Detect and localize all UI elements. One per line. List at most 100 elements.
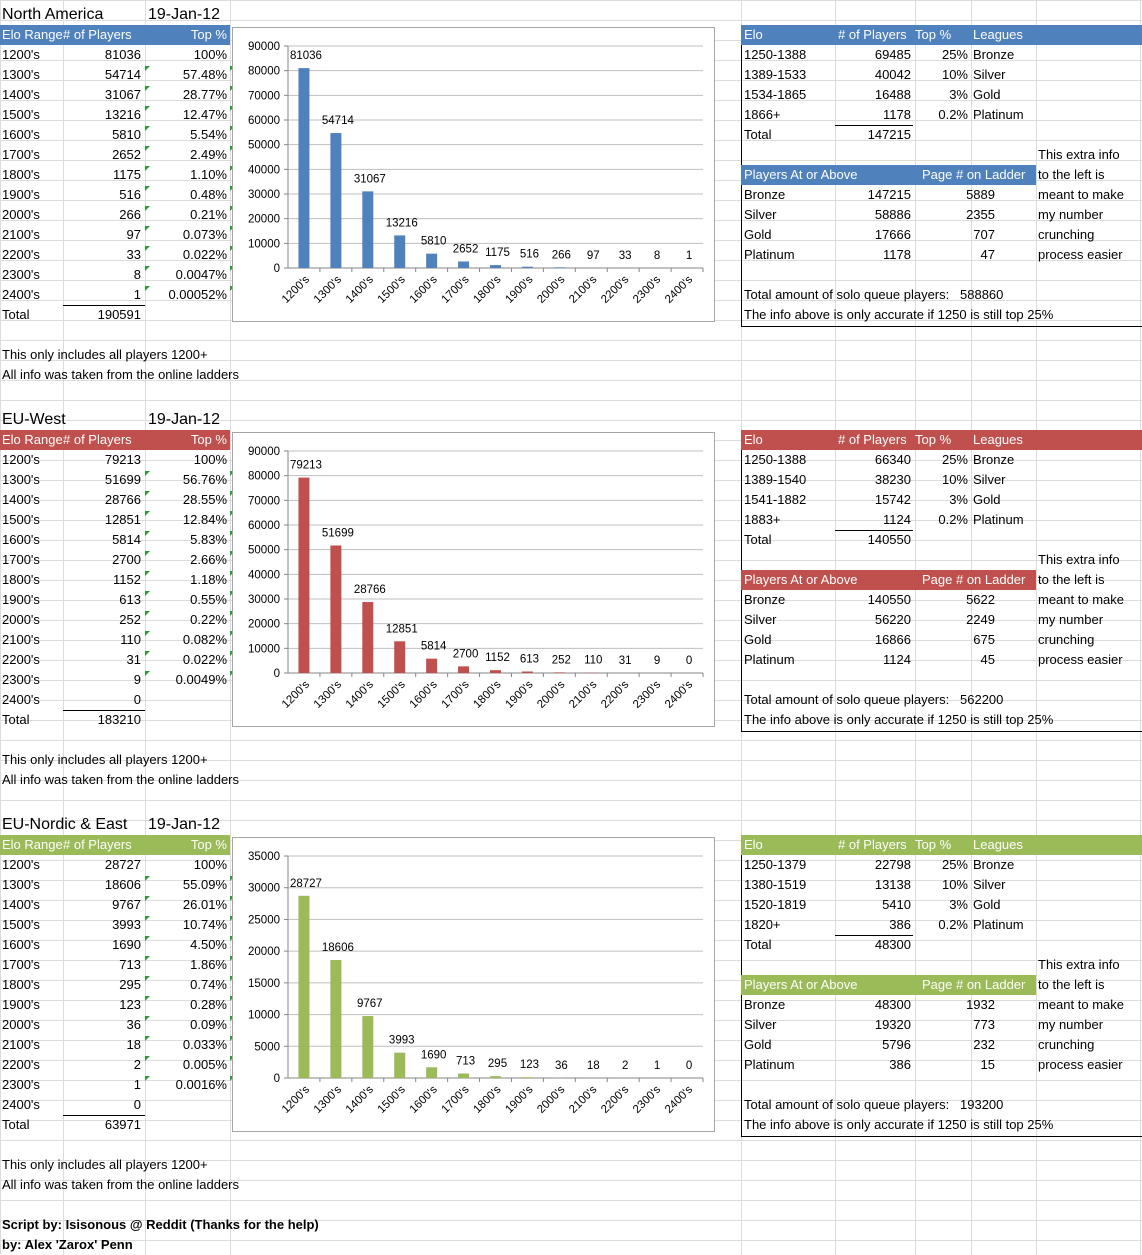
league-elo-cell[interactable]: 1250-1388 [744, 47, 807, 62]
ladder-players-cell[interactable]: 56220 [874, 612, 911, 627]
ladder-page-cell[interactable]: 15 [980, 1057, 995, 1072]
player-count-cell[interactable]: 2652 [112, 147, 141, 162]
top-percent-cell[interactable]: 100% [193, 47, 227, 62]
player-count-cell[interactable]: 51699 [104, 472, 141, 487]
league-elo-cell[interactable]: 1883+ [744, 512, 781, 527]
league-players-cell[interactable]: 40042 [874, 67, 911, 82]
elo-range-cell[interactable]: 2000's [2, 612, 40, 627]
elo-range-cell[interactable]: 1400's [2, 87, 40, 102]
league-name-cell[interactable]: Bronze [973, 47, 1015, 62]
league-players-cell[interactable]: 38230 [874, 472, 911, 487]
player-count-cell[interactable]: 516 [119, 187, 141, 202]
player-count-cell[interactable]: 13216 [104, 107, 141, 122]
player-count-cell[interactable]: 3993 [112, 917, 141, 932]
top-percent-cell[interactable]: 55.09% [182, 877, 227, 892]
total-value[interactable]: 63971 [104, 1117, 141, 1132]
ladder-players-cell[interactable]: 5796 [882, 1037, 911, 1052]
ladder-league-cell[interactable]: Platinum [744, 652, 795, 667]
elo-range-cell[interactable]: 2100's [2, 1037, 40, 1052]
elo-range-cell[interactable]: 1500's [2, 512, 40, 527]
elo-range-cell[interactable]: 1900's [2, 592, 40, 607]
league-name-cell[interactable]: Platinum [973, 512, 1024, 527]
ladder-league-cell[interactable]: Platinum [744, 1057, 795, 1072]
league-players-cell[interactable]: 69485 [874, 47, 911, 62]
ladder-players-cell[interactable]: 48300 [874, 997, 911, 1012]
player-count-cell[interactable]: 8 [133, 267, 141, 282]
total-value[interactable]: 190591 [97, 307, 141, 322]
elo-range-cell[interactable]: 2200's [2, 247, 40, 262]
top-percent-cell[interactable]: 57.48% [182, 67, 227, 82]
top-percent-cell[interactable]: 5.83% [190, 532, 227, 547]
ladder-league-cell[interactable]: Gold [744, 1037, 772, 1052]
league-top-cell[interactable]: 0.2% [938, 107, 968, 122]
top-percent-cell[interactable]: 2.66% [190, 552, 227, 567]
player-count-cell[interactable]: 12851 [104, 512, 141, 527]
top-percent-cell[interactable]: 28.55% [182, 492, 227, 507]
league-name-cell[interactable]: Gold [973, 87, 1001, 102]
elo-range-cell[interactable]: 1700's [2, 147, 40, 162]
top-percent-cell[interactable]: 0.0016% [175, 1077, 227, 1092]
elo-range-cell[interactable]: 2000's [2, 207, 40, 222]
top-percent-cell[interactable]: 0.073% [182, 227, 227, 242]
league-name-cell[interactable]: Silver [973, 67, 1006, 82]
top-percent-cell[interactable]: 0.55% [190, 592, 227, 607]
top-percent-cell[interactable]: 1.10% [190, 167, 227, 182]
ladder-league-cell[interactable]: Silver [744, 612, 777, 627]
league-elo-cell[interactable]: 1389-1533 [744, 67, 807, 82]
solo-queue-value[interactable]: 588860 [960, 287, 1004, 302]
league-elo-cell[interactable]: 1380-1519 [744, 877, 807, 892]
top-percent-cell[interactable]: 1.18% [190, 572, 227, 587]
ladder-players-cell[interactable]: 19320 [874, 1017, 911, 1032]
elo-range-cell[interactable]: 1200's [2, 452, 40, 467]
league-players-cell[interactable]: 1178 [883, 107, 911, 122]
ladder-players-cell[interactable]: 16866 [874, 632, 911, 647]
top-percent-cell[interactable]: 0.28% [190, 997, 227, 1012]
ladder-page-cell[interactable]: 707 [973, 227, 995, 242]
elo-range-cell[interactable]: 1800's [2, 167, 40, 182]
elo-range-cell[interactable]: 2400's [2, 287, 40, 302]
league-elo-cell[interactable]: 1250-1388 [744, 452, 807, 467]
player-count-cell[interactable]: 1 [133, 287, 141, 302]
player-count-cell[interactable]: 36 [126, 1017, 141, 1032]
elo-range-cell[interactable]: 1300's [2, 472, 40, 487]
ladder-league-cell[interactable]: Silver [744, 207, 777, 222]
league-top-cell[interactable]: 3% [949, 87, 968, 102]
solo-queue-value[interactable]: 193200 [960, 1097, 1004, 1112]
top-percent-cell[interactable]: 0.74% [190, 977, 227, 992]
ladder-page-cell[interactable]: 232 [973, 1037, 995, 1052]
player-count-cell[interactable]: 123 [119, 997, 141, 1012]
top-percent-cell[interactable]: 0.09% [190, 1017, 227, 1032]
league-total-value[interactable]: 147215 [867, 127, 911, 142]
player-count-cell[interactable]: 28766 [104, 492, 141, 507]
ladder-players-cell[interactable]: 386 [889, 1057, 911, 1072]
league-top-cell[interactable]: 10% [941, 67, 968, 82]
player-count-cell[interactable]: 9767 [112, 897, 141, 912]
solo-queue-value[interactable]: 562200 [960, 692, 1004, 707]
top-percent-cell[interactable] [150, 1095, 227, 1115]
league-players-cell[interactable]: 1124 [883, 512, 911, 527]
ladder-page-cell[interactable]: 5889 [966, 187, 995, 202]
top-percent-cell[interactable]: 0.033% [182, 1037, 227, 1052]
ladder-league-cell[interactable]: Gold [744, 227, 772, 242]
ladder-players-cell[interactable]: 1124 [883, 652, 911, 667]
elo-range-cell[interactable]: 1900's [2, 187, 40, 202]
player-count-cell[interactable]: 1 [133, 1077, 141, 1092]
ladder-league-cell[interactable]: Bronze [744, 592, 786, 607]
elo-range-cell[interactable]: 1900's [2, 997, 40, 1012]
top-percent-cell[interactable]: 100% [193, 452, 227, 467]
player-count-cell[interactable]: 9 [133, 672, 141, 687]
ladder-league-cell[interactable]: Silver [744, 1017, 777, 1032]
player-count-cell[interactable]: 110 [120, 632, 141, 647]
elo-range-cell[interactable]: 1300's [2, 67, 40, 82]
league-elo-cell[interactable]: 1534-1865 [744, 87, 807, 102]
elo-range-cell[interactable]: 1600's [2, 532, 40, 547]
top-percent-cell[interactable]: 2.49% [190, 147, 227, 162]
ladder-page-cell[interactable]: 675 [973, 632, 995, 647]
elo-range-cell[interactable]: 2300's [2, 1077, 40, 1092]
player-count-cell[interactable]: 5810 [112, 127, 141, 142]
league-name-cell[interactable]: Gold [973, 897, 1001, 912]
ladder-players-cell[interactable]: 147215 [867, 187, 911, 202]
ladder-league-cell[interactable]: Bronze [744, 187, 786, 202]
top-percent-cell[interactable]: 0.48% [190, 187, 227, 202]
player-count-cell[interactable]: 252 [119, 612, 141, 627]
